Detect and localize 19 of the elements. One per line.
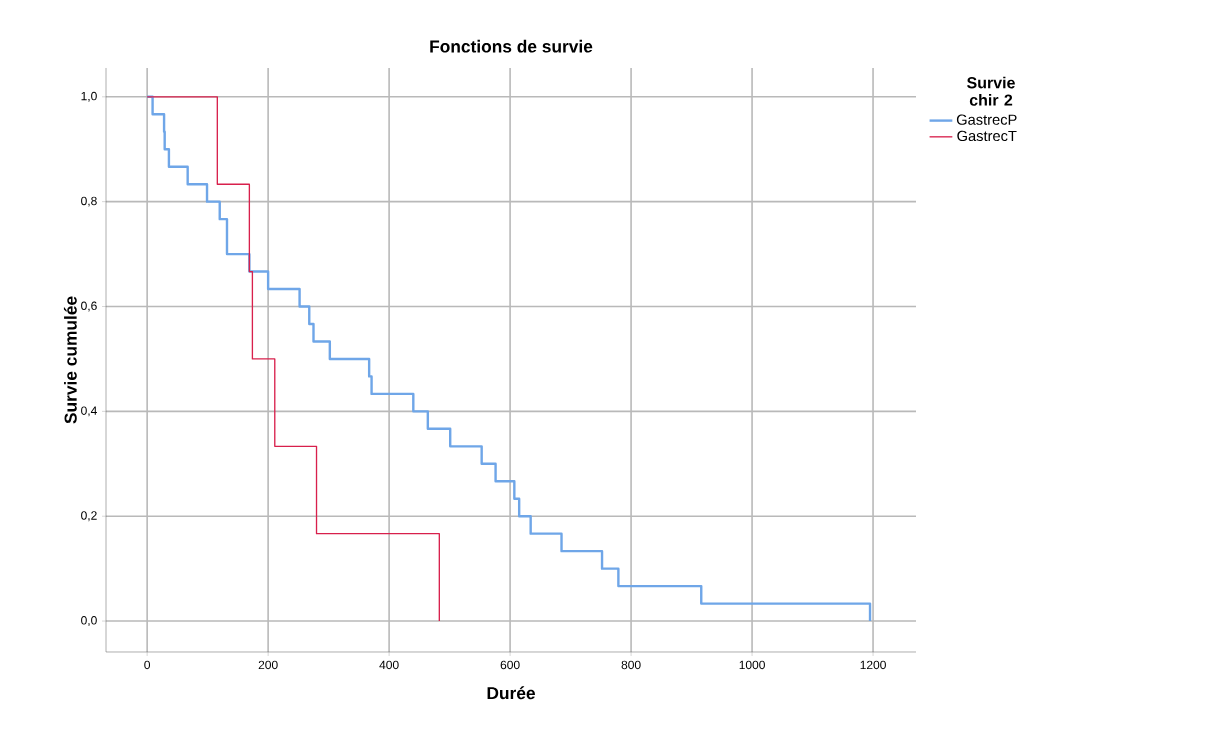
x-axis-title: Durée xyxy=(487,686,535,700)
legend-label: GastrecP xyxy=(956,114,1017,125)
y-tick-label: 0,0 xyxy=(81,616,97,626)
x-tick-label: 600 xyxy=(500,660,520,670)
x-tick-label: 0 xyxy=(144,660,151,670)
legend-title: Survie chir 2 xyxy=(967,76,1015,106)
x-tick-label: 200 xyxy=(258,660,278,670)
y-tick-label: 0,2 xyxy=(81,511,97,522)
x-tick-label: 1000 xyxy=(739,660,765,670)
y-tick-label: 0,8 xyxy=(81,196,97,207)
x-tick-label: 400 xyxy=(379,660,399,670)
chart-title: Fonctions de survie xyxy=(430,39,593,53)
x-tick-label: 800 xyxy=(621,660,641,670)
legend-label: GastrecT xyxy=(957,130,1017,142)
y-axis-title: Survie cumulée xyxy=(63,296,77,424)
x-tick-label: 1200 xyxy=(860,660,886,670)
y-tick-label: 0,6 xyxy=(81,301,97,312)
y-tick-label: 0,4 xyxy=(81,406,97,417)
y-tick-label: 1,0 xyxy=(81,91,97,102)
